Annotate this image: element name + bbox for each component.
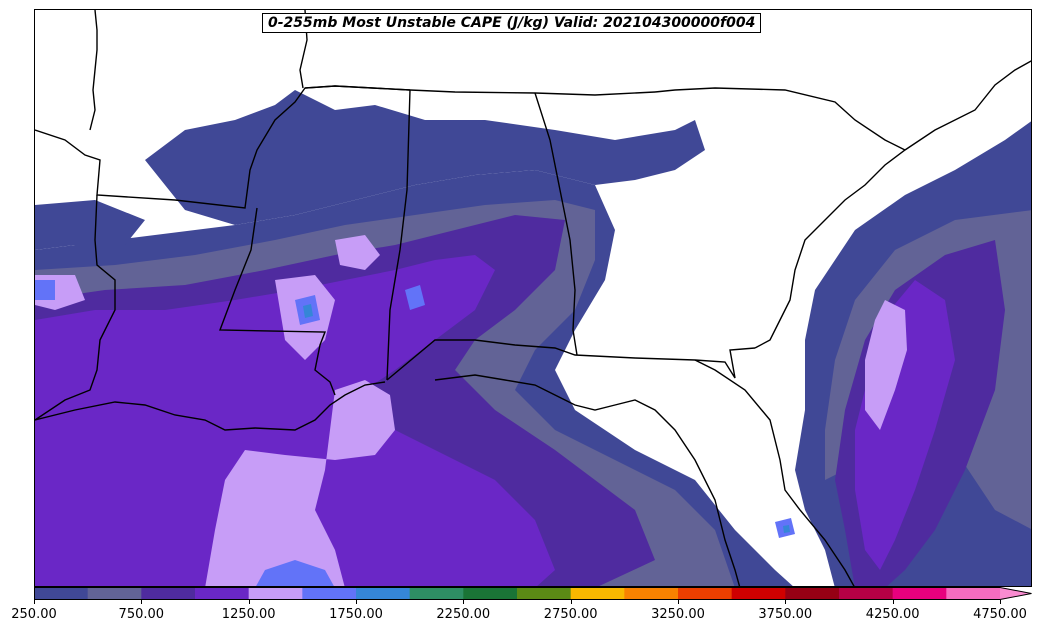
- state-boundaries: [35, 10, 1031, 586]
- colorbar-segment: [302, 587, 357, 600]
- colorbar-segment: [409, 587, 464, 600]
- colorbar-tick: [892, 600, 894, 604]
- colorbar-tick: [356, 600, 357, 604]
- colorbar-tick-label: 2250.00: [436, 607, 491, 622]
- colorbar-segment: [87, 587, 142, 600]
- colorbar-tick: [1000, 600, 1001, 604]
- colorbar-tick-label: 750.00: [118, 607, 165, 622]
- cape-shading: [35, 90, 1031, 586]
- colorbar-segment: [356, 587, 411, 600]
- colorbar-segment: [463, 587, 518, 600]
- cape-region-1500: [256, 560, 334, 586]
- colorbar-tick-label: 250.00: [11, 607, 57, 622]
- colorbar-tick-label: 3750.00: [758, 607, 813, 622]
- colorbar-segment: [570, 587, 625, 600]
- colorbar-tick-label: 4250.00: [865, 607, 920, 622]
- cape-region-1750: [783, 525, 790, 533]
- map-title: 0-255mb Most Unstable CAPE (J/kg) Valid:…: [262, 13, 762, 33]
- colorbar-segment: [141, 587, 196, 600]
- cape-region-1000: [35, 255, 555, 586]
- colorbar-tick: [570, 600, 572, 604]
- colorbar-tick-label: 4750.00: [973, 607, 1027, 622]
- colorbar-tick-label: 1250.00: [221, 607, 276, 622]
- colorbar-segment: [678, 587, 733, 600]
- colorbar-segment: [946, 587, 1001, 600]
- colorbar: [34, 587, 1032, 600]
- colorbar-segment: [517, 587, 572, 600]
- cape-region-1250: [335, 235, 380, 270]
- map-panel: [34, 9, 1032, 587]
- cape-map: [35, 10, 1031, 586]
- cape-region-1500: [35, 280, 55, 300]
- colorbar-segment: [195, 587, 250, 600]
- cape-region-1750: [303, 304, 313, 318]
- colorbar-segment: [248, 587, 303, 600]
- colorbar-tick-label: 2750.00: [543, 607, 598, 622]
- colorbar-segment: [624, 587, 679, 600]
- cape-region-1250: [865, 300, 907, 430]
- colorbar-extend-arrow: [1000, 587, 1032, 600]
- cape-region-250: [145, 90, 705, 225]
- colorbar-segment: [839, 587, 894, 600]
- colorbar-tick-label: 1750.00: [329, 607, 383, 622]
- colorbar-tick: [34, 600, 35, 604]
- cape-region-1500: [405, 285, 425, 310]
- colorbar-tick: [463, 600, 465, 604]
- colorbar-tick: [248, 600, 250, 604]
- colorbar-segment: [731, 587, 786, 600]
- colorbar-segment: [892, 587, 947, 600]
- colorbar-tick-label: 3250.00: [651, 607, 705, 622]
- colorbar-segment: [34, 587, 89, 600]
- colorbar-outline: [34, 587, 1032, 600]
- colorbar-tick: [678, 600, 679, 604]
- colorbar-tick: [785, 600, 787, 604]
- cape-region-250: [35, 200, 145, 250]
- colorbar-tick: [141, 600, 143, 604]
- colorbar-segment: [785, 587, 840, 600]
- cape-region-1250: [205, 380, 395, 586]
